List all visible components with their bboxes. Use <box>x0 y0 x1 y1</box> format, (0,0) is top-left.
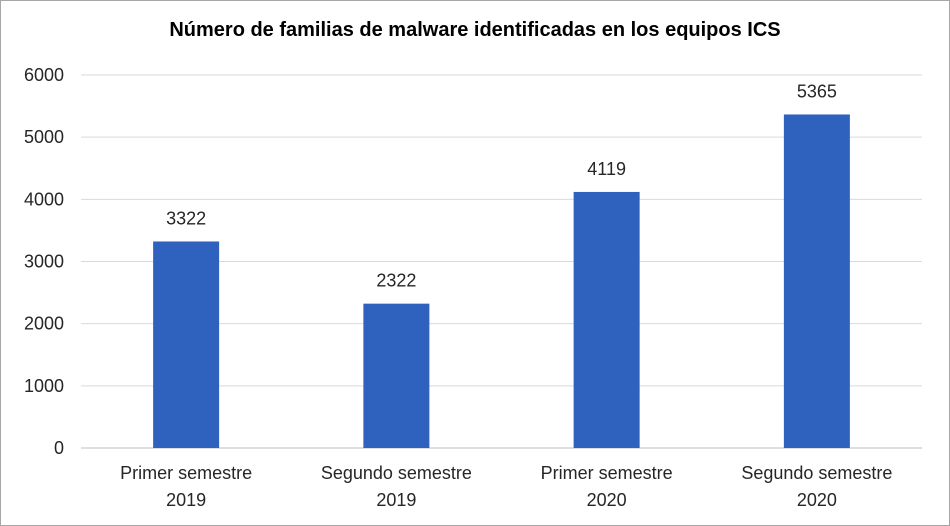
x-tick-label: Primer semestre <box>541 463 673 483</box>
x-tick-label: 2019 <box>376 490 416 510</box>
chart-title: Número de familias de malware identifica… <box>169 19 781 41</box>
x-tick-label: Segundo semestre <box>741 463 892 483</box>
x-tick-label: 2020 <box>587 490 627 510</box>
x-tick-label: 2019 <box>166 490 206 510</box>
y-tick-label: 1000 <box>24 376 64 396</box>
y-tick-label: 6000 <box>24 65 64 85</box>
bar <box>153 241 220 448</box>
bar <box>573 191 640 449</box>
bar <box>783 114 850 448</box>
y-tick-label: 2000 <box>24 314 64 334</box>
y-tick-label: 3000 <box>24 252 64 272</box>
data-label: 4119 <box>587 159 626 179</box>
data-label: 3322 <box>166 208 206 228</box>
x-tick-label: Segundo semestre <box>321 463 472 483</box>
y-tick-label: 5000 <box>24 127 64 147</box>
x-tick-label: 2020 <box>797 490 837 510</box>
data-label: 2322 <box>376 271 416 291</box>
bar <box>363 303 430 448</box>
x-tick-label: Primer semestre <box>120 463 252 483</box>
data-label: 5365 <box>797 81 837 101</box>
y-tick-label: 0 <box>54 438 64 458</box>
y-tick-label: 4000 <box>24 189 64 209</box>
